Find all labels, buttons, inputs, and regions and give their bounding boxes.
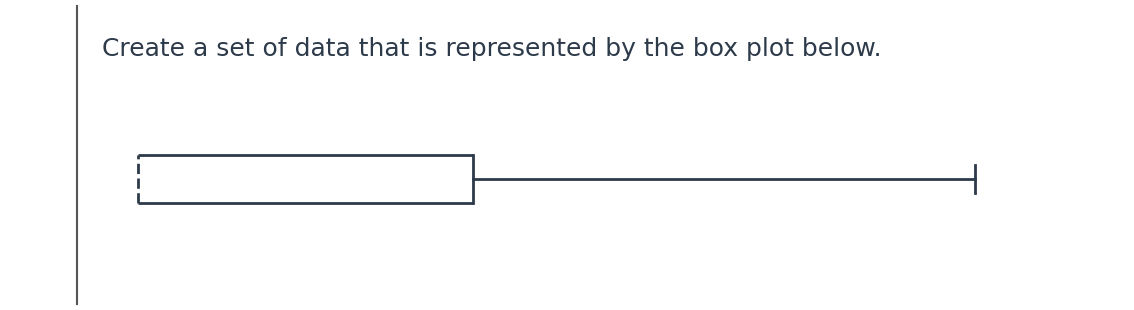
Text: Create a set of data that is represented by the box plot below.: Create a set of data that is represented…: [102, 37, 881, 61]
